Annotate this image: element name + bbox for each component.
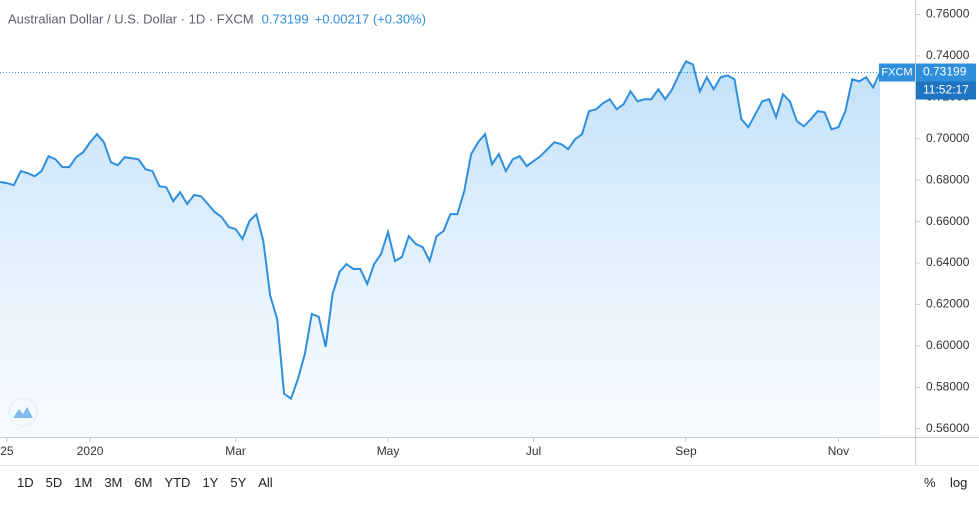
y-tick-label: 0.74000 [926, 48, 970, 62]
price-change: +0.00217 (+0.30%) [315, 11, 426, 26]
range-button[interactable]: 6M [134, 475, 153, 490]
x-tick-label: Mar [225, 444, 246, 458]
range-button[interactable]: 1D [17, 475, 34, 490]
range-button[interactable]: All [258, 475, 273, 490]
countdown-tag [916, 81, 976, 100]
y-tick-label: 0.76000 [926, 7, 970, 21]
y-tick-label: 0.60000 [926, 338, 970, 352]
range-button[interactable]: 1M [74, 475, 93, 490]
area-fill [0, 61, 880, 438]
series-tag [879, 63, 915, 82]
x-tick-label: Sep [675, 444, 697, 458]
scale-option[interactable]: % [924, 475, 936, 490]
x-tick-label: Nov [828, 444, 849, 458]
y-tick-label: 0.56000 [926, 421, 970, 435]
series-tag-label: FXCM [881, 66, 912, 78]
x-tick-label: 2020 [77, 444, 104, 458]
price-tag [916, 63, 976, 82]
y-tick-label: 0.68000 [926, 172, 970, 186]
range-button[interactable]: 5D [45, 475, 63, 490]
range-button[interactable]: 1Y [202, 475, 219, 490]
chart: Australian Dollar / U.S. Dollar · 1D · F… [0, 0, 979, 466]
range-button[interactable]: 3M [104, 475, 123, 490]
x-tick-label: 25 [0, 444, 14, 458]
scale-option[interactable]: log [950, 475, 968, 490]
range-button[interactable]: 5Y [230, 475, 247, 490]
y-tick-label: 0.62000 [926, 297, 970, 311]
countdown-label: 11:52:17 [923, 83, 969, 97]
x-tick-label: Jul [526, 444, 541, 458]
last-price: 0.73199 [262, 11, 309, 26]
y-tick-label: 0.64000 [926, 255, 970, 269]
range-button[interactable]: YTD [164, 475, 191, 490]
price-tag-label: 0.73199 [923, 65, 967, 79]
x-tick-label: May [377, 444, 400, 458]
header: Australian Dollar / U.S. Dollar · 1D · F… [8, 11, 426, 26]
price-line [0, 60, 881, 401]
chart-title: Australian Dollar / U.S. Dollar · 1D · F… [8, 11, 254, 26]
y-tick-label: 0.70000 [926, 131, 970, 145]
y-tick-label: 0.66000 [926, 214, 970, 228]
y-tick-label: 0.58000 [926, 379, 970, 393]
